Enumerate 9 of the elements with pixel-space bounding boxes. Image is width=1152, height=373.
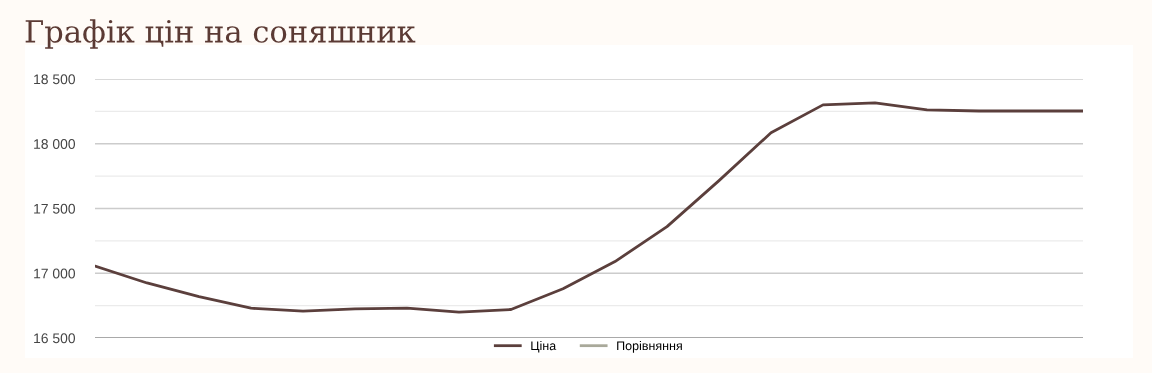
y-tick-label: 17 000 xyxy=(34,268,76,279)
y-tick-label: 18 000 xyxy=(34,139,76,149)
y-tick-label: 17 500 xyxy=(34,203,76,214)
line-series xyxy=(95,101,1083,314)
y-tick-label: 18 500 xyxy=(34,74,76,85)
chart-title: Графік цін на соняшник xyxy=(25,19,416,49)
y-tick-label: 16 500 xyxy=(34,333,76,344)
legend-label: Ціна xyxy=(531,341,557,353)
legend-label: Порівняння xyxy=(617,341,682,353)
